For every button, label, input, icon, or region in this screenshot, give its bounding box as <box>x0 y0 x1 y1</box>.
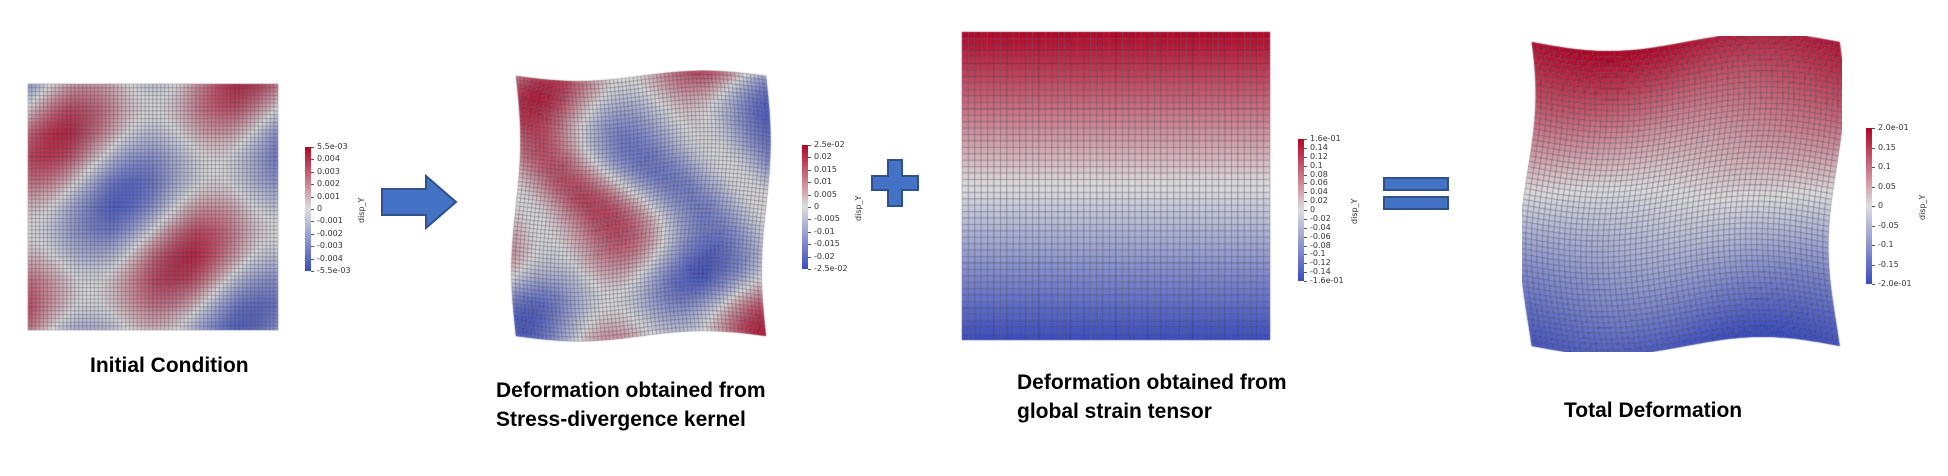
caption-total-deformation: Total Deformation <box>1564 396 1742 425</box>
colorbar-tick-label: 2.0e-01 <box>1872 123 1909 132</box>
caption-stress-divergence: Deformation obtained from Stress-diverge… <box>496 376 766 434</box>
mesh-plot-global-strain <box>956 26 1276 346</box>
colorbar-tick-label: -2.0e-01 <box>1872 279 1912 288</box>
caption-line: Deformation obtained from <box>496 379 766 402</box>
colorbar-tick-label: 0.05 <box>1872 181 1896 191</box>
equals-icon <box>1383 177 1449 210</box>
colorbar-tick-label: 5.5e-03 <box>311 142 348 151</box>
colorbar-gradient <box>802 145 808 269</box>
colorbar-tick-label: -0.1 <box>1872 240 1894 249</box>
caption-line: Stress-divergence kernel <box>496 408 746 431</box>
colorbar-tick-label: -0.02 <box>808 251 835 261</box>
colorbar-gradient <box>305 147 311 271</box>
colorbar-tick-label: 0.02 <box>1304 196 1328 206</box>
colorbar-tick-label: -0.02 <box>1304 213 1331 223</box>
colorbar-tick-label: 0 <box>1303 205 1316 214</box>
colorbar-tick-label: 0.02 <box>808 152 832 162</box>
colorbar-tick-label: -5.5e-03 <box>311 266 351 275</box>
colorbar-tick-label: 0 <box>1871 201 1884 210</box>
caption-initial-condition: Initial Condition <box>90 351 249 380</box>
caption-line: global strain tensor <box>1017 400 1212 423</box>
colorbar-tick-label: -0.12 <box>1304 258 1331 268</box>
colorbar-tick-label: 0.003 <box>311 166 340 176</box>
colorbar-tick-label: 0 <box>807 202 820 211</box>
colorbar-tick-label: -0.005 <box>808 214 840 224</box>
colorbar-tick-label: 0.002 <box>311 179 340 189</box>
colorbar-tick-label: -0.04 <box>1304 222 1331 232</box>
colorbar-tick-label: 2.5e-02 <box>808 140 845 149</box>
colorbar-tick-label: 0.01 <box>808 177 832 187</box>
colorbar-tick-label: -0.001 <box>311 216 343 226</box>
colorbar-tick-label: -0.01 <box>808 226 835 236</box>
colorbar-tick-label: 0.15 <box>1872 142 1896 152</box>
mesh-plot-total-deformation <box>1522 36 1842 352</box>
colorbar-tick-label: 0.1 <box>1872 162 1891 171</box>
colorbar-tick-label: 0.004 <box>311 154 340 164</box>
mesh-plot-initial-condition <box>22 78 284 336</box>
colorbar-tick-label: -1.6e-01 <box>1304 276 1344 285</box>
mesh-plot-stress-divergence <box>510 70 772 342</box>
colorbar-tick-label: 0 <box>310 204 323 213</box>
colorbar-title: disp_Y <box>854 195 863 221</box>
colorbar-tick-label: 0.1 <box>1304 160 1323 170</box>
colorbar-gradient <box>1866 128 1872 284</box>
colorbar-tick-label: 0.005 <box>808 189 837 199</box>
colorbar-title: disp_Y <box>357 197 366 223</box>
colorbar-gradient <box>1298 139 1304 281</box>
colorbar-tick-label: -0.003 <box>311 241 343 251</box>
colorbar-title: disp_Y <box>1350 198 1359 224</box>
colorbar-tick-label: 0.12 <box>1304 151 1328 161</box>
colorbar-tick-label: 1.6e-01 <box>1304 134 1341 143</box>
caption-line: Total Deformation <box>1564 399 1743 422</box>
colorbar-tick-label: -0.06 <box>1304 231 1331 241</box>
colorbar-tick-label: 0.015 <box>808 164 837 174</box>
colorbar-tick-label: 0.001 <box>311 191 340 201</box>
colorbar-tick-label: -2.5e-02 <box>808 264 848 273</box>
colorbar-tick-label: 0.04 <box>1304 187 1328 197</box>
colorbar-tick-label: -0.002 <box>311 228 343 238</box>
colorbar-tick-label: -0.14 <box>1304 267 1331 277</box>
colorbar-tick-label: -0.15 <box>1872 259 1899 269</box>
caption-global-strain: Deformation obtained from global strain … <box>1017 368 1287 426</box>
colorbar-tick-label: 0.14 <box>1304 142 1328 152</box>
colorbar-tick-label: -0.1 <box>1304 249 1326 259</box>
colorbar-tick-label: -0.015 <box>808 239 840 249</box>
arrow-right-icon <box>381 174 458 230</box>
colorbar-tick-label: -0.05 <box>1872 220 1899 230</box>
colorbar-tick-label: -0.08 <box>1304 240 1331 250</box>
plus-icon <box>871 159 919 207</box>
colorbar-title: disp_Y <box>1918 194 1927 220</box>
colorbar-tick-label: 0.06 <box>1304 178 1328 188</box>
caption-line: Initial Condition <box>90 354 249 377</box>
colorbar-tick-label: 0.08 <box>1304 169 1328 179</box>
caption-line: Deformation obtained from <box>1017 371 1287 394</box>
colorbar-tick-label: -0.004 <box>311 253 343 263</box>
